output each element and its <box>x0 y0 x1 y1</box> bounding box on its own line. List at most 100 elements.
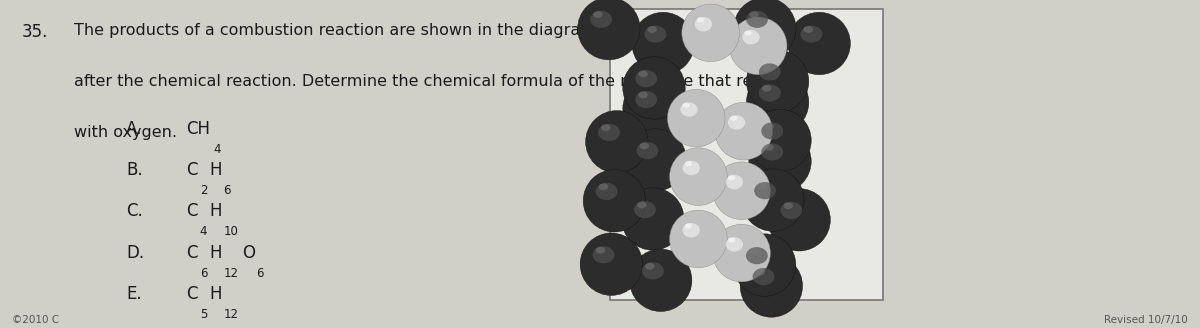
Text: D.: D. <box>126 244 144 262</box>
Ellipse shape <box>726 175 743 189</box>
Ellipse shape <box>761 122 784 140</box>
Text: 6: 6 <box>257 267 264 280</box>
Ellipse shape <box>580 233 642 296</box>
Ellipse shape <box>788 12 851 75</box>
Text: E.: E. <box>126 285 142 303</box>
Ellipse shape <box>728 115 745 130</box>
Ellipse shape <box>728 175 736 180</box>
Ellipse shape <box>784 202 793 209</box>
Ellipse shape <box>680 102 697 117</box>
Ellipse shape <box>713 224 770 282</box>
Ellipse shape <box>740 255 803 317</box>
Ellipse shape <box>635 91 658 108</box>
Ellipse shape <box>733 0 796 60</box>
Ellipse shape <box>728 237 736 243</box>
Ellipse shape <box>634 201 656 218</box>
Text: C: C <box>186 202 198 220</box>
Text: C: C <box>186 244 198 262</box>
Ellipse shape <box>595 183 618 200</box>
Text: 12: 12 <box>223 267 239 280</box>
Ellipse shape <box>757 183 767 190</box>
Ellipse shape <box>623 57 685 119</box>
Ellipse shape <box>632 12 695 75</box>
Ellipse shape <box>670 148 727 205</box>
Ellipse shape <box>780 202 803 219</box>
Ellipse shape <box>697 17 704 23</box>
Ellipse shape <box>764 123 774 130</box>
Text: 6: 6 <box>223 184 230 197</box>
Ellipse shape <box>746 71 809 133</box>
Ellipse shape <box>630 249 692 312</box>
Ellipse shape <box>646 263 654 270</box>
Text: after the chemical reaction. Determine the chemical formula of the molecule that: after the chemical reaction. Determine t… <box>74 74 786 89</box>
Ellipse shape <box>768 189 830 251</box>
Ellipse shape <box>637 201 647 208</box>
Ellipse shape <box>749 11 758 18</box>
Text: CH: CH <box>186 120 210 138</box>
Ellipse shape <box>638 71 648 77</box>
FancyBboxPatch shape <box>610 9 883 300</box>
Ellipse shape <box>624 129 686 191</box>
Ellipse shape <box>636 142 659 159</box>
Ellipse shape <box>749 248 758 255</box>
Ellipse shape <box>758 63 781 81</box>
Ellipse shape <box>577 0 640 60</box>
Ellipse shape <box>623 78 685 140</box>
Text: H: H <box>210 202 222 220</box>
Ellipse shape <box>713 162 770 219</box>
Text: 6: 6 <box>199 267 208 280</box>
Text: B.: B. <box>126 161 143 179</box>
Ellipse shape <box>746 247 768 264</box>
Ellipse shape <box>695 17 712 31</box>
Text: 4: 4 <box>199 225 208 238</box>
Ellipse shape <box>749 130 811 193</box>
Ellipse shape <box>648 26 656 33</box>
Ellipse shape <box>730 17 787 75</box>
Text: O: O <box>242 244 256 262</box>
Text: A.: A. <box>126 120 143 138</box>
Text: C.: C. <box>126 202 143 220</box>
Ellipse shape <box>746 50 809 113</box>
Text: The products of a combustion reaction are shown in the diagram in the exact quan: The products of a combustion reaction ar… <box>74 23 782 38</box>
Ellipse shape <box>670 210 727 268</box>
Ellipse shape <box>667 89 725 147</box>
Ellipse shape <box>682 4 739 62</box>
Ellipse shape <box>715 102 773 160</box>
Text: C: C <box>186 285 198 303</box>
Ellipse shape <box>762 64 772 71</box>
Ellipse shape <box>598 124 620 141</box>
Ellipse shape <box>746 11 768 28</box>
Ellipse shape <box>595 247 605 254</box>
Text: 2: 2 <box>199 184 208 197</box>
Text: with oxygen.: with oxygen. <box>74 125 178 140</box>
Text: 5: 5 <box>199 308 208 321</box>
Text: H: H <box>210 285 222 303</box>
Ellipse shape <box>593 246 614 263</box>
Ellipse shape <box>749 109 811 172</box>
Ellipse shape <box>586 111 648 173</box>
Ellipse shape <box>685 223 692 229</box>
Ellipse shape <box>599 183 608 190</box>
Ellipse shape <box>726 237 743 252</box>
Text: 12: 12 <box>223 308 239 321</box>
Text: 4: 4 <box>214 143 221 156</box>
Text: C: C <box>186 161 198 179</box>
Ellipse shape <box>593 11 602 18</box>
Ellipse shape <box>638 92 648 98</box>
Ellipse shape <box>642 262 664 279</box>
Text: H: H <box>210 161 222 179</box>
Ellipse shape <box>685 161 692 166</box>
Ellipse shape <box>754 182 776 199</box>
Ellipse shape <box>761 143 784 161</box>
Text: Revised 10/7/10: Revised 10/7/10 <box>1104 315 1188 325</box>
Ellipse shape <box>804 26 812 33</box>
Ellipse shape <box>683 103 690 108</box>
Ellipse shape <box>742 169 804 231</box>
Ellipse shape <box>744 30 751 35</box>
Ellipse shape <box>622 188 684 250</box>
Ellipse shape <box>583 170 646 232</box>
Ellipse shape <box>733 234 796 296</box>
Ellipse shape <box>730 115 737 121</box>
Ellipse shape <box>590 11 612 28</box>
Text: 35.: 35. <box>22 23 48 41</box>
